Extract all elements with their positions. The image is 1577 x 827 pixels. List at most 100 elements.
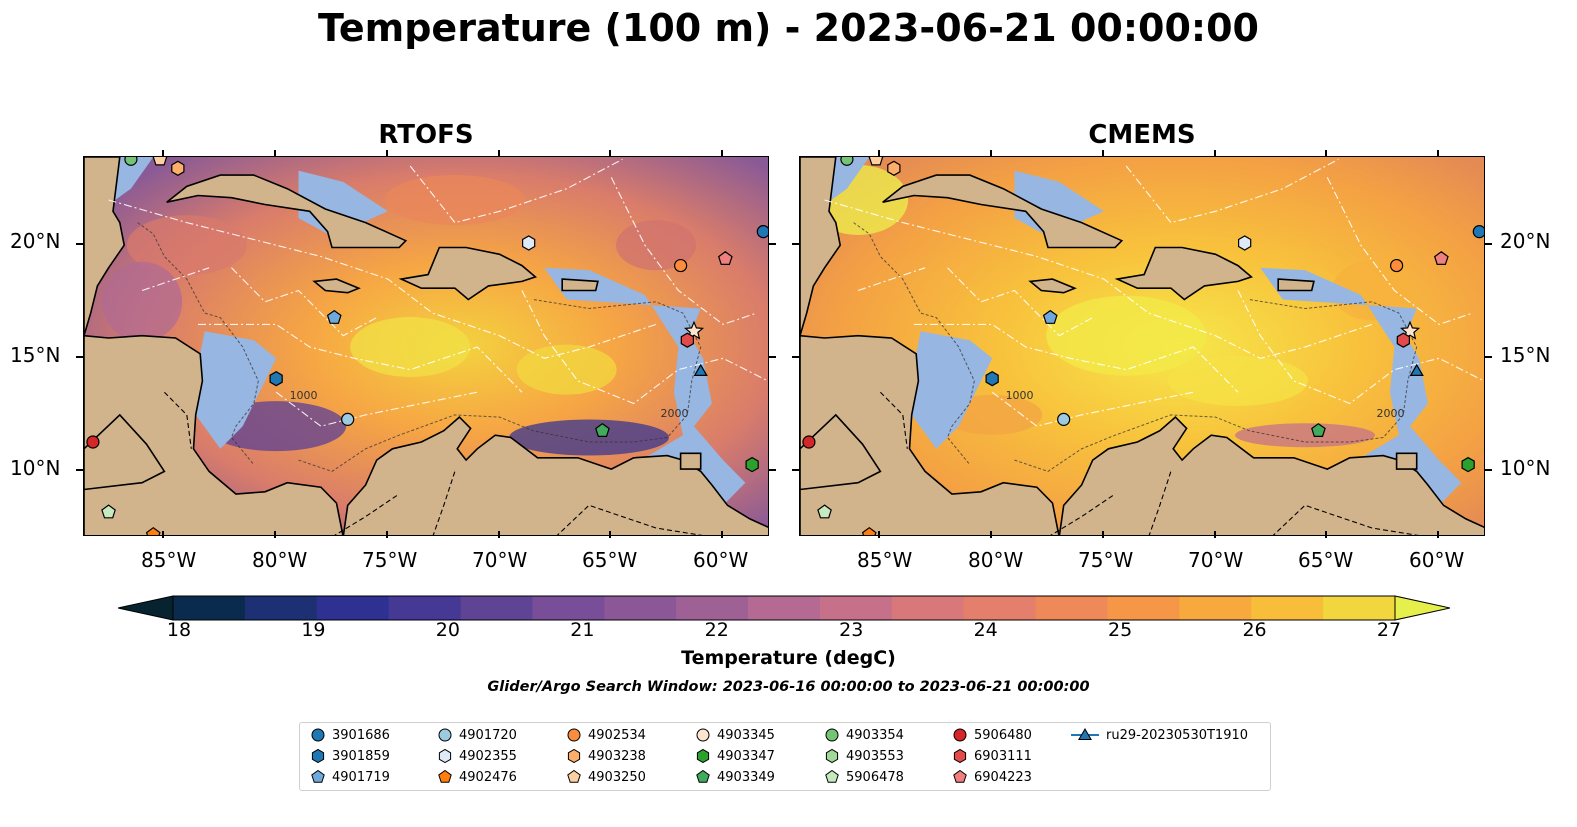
lon-label-80w-right: 80°W xyxy=(968,548,1024,572)
eez-boundary xyxy=(1326,177,1473,326)
colorbar-segment xyxy=(963,596,1037,620)
hexagon-marker-icon xyxy=(696,748,710,764)
circle-marker-icon xyxy=(953,728,967,742)
float-marker xyxy=(171,160,185,176)
contour-label: 2000 xyxy=(661,407,689,420)
legend-label: 4903553 xyxy=(846,748,904,764)
temperature-patch xyxy=(1235,423,1376,448)
circle-marker-icon xyxy=(567,728,581,742)
landmass xyxy=(1277,278,1315,292)
axis-tick xyxy=(769,469,776,472)
float-marker xyxy=(1057,412,1071,426)
hexagon-marker-icon xyxy=(438,748,452,764)
contour-label: 2000 xyxy=(1377,407,1405,420)
legend-item: 3901859 xyxy=(310,747,390,765)
lat-label-20n-right: 20°N xyxy=(1500,229,1551,253)
eez-boundary xyxy=(198,323,523,393)
landmass xyxy=(1395,452,1418,470)
landmass xyxy=(312,278,361,294)
float-marker xyxy=(595,422,610,437)
axis-tick xyxy=(721,531,724,538)
circle-marker-icon xyxy=(311,728,325,742)
legend-label: 4903354 xyxy=(846,727,904,743)
float-marker xyxy=(1472,225,1484,239)
axis-tick xyxy=(990,531,993,538)
legend-item: 4903345 xyxy=(695,726,775,744)
float-marker xyxy=(101,504,116,519)
legend-item: 4902355 xyxy=(437,747,517,765)
panel-title-rtofs: RTOFS xyxy=(378,120,474,150)
colorbar-segment xyxy=(1179,596,1252,620)
axis-tick xyxy=(878,531,881,538)
pentagon-marker-icon xyxy=(438,769,452,783)
temperature-patch xyxy=(509,419,670,456)
eez-boundary xyxy=(275,391,478,427)
shelf-area xyxy=(911,331,993,449)
float-marker xyxy=(341,412,355,426)
country-border xyxy=(880,391,908,449)
legend-item: 5906478 xyxy=(824,768,904,786)
colorbar-segment xyxy=(316,596,390,620)
legend-item: 4901719 xyxy=(310,768,390,786)
map-canvas: 1000 2000 xyxy=(800,157,1484,535)
legend-label: 4903349 xyxy=(717,769,775,785)
colorbar-segment xyxy=(1323,596,1396,620)
lon-label-80w-left: 80°W xyxy=(252,548,308,572)
colorbar-tick-label: 25 xyxy=(1108,619,1133,641)
colorbar-tick-label: 21 xyxy=(570,619,595,641)
legend-item: 6904223 xyxy=(952,768,1032,786)
float-marker xyxy=(745,456,759,473)
lat-label-10n-left: 10°N xyxy=(10,456,61,480)
axis-tick xyxy=(76,243,83,246)
axis-tick xyxy=(990,150,993,157)
eez-boundary xyxy=(857,267,926,292)
axis-tick xyxy=(721,150,724,157)
circle-marker-icon xyxy=(696,728,710,742)
lon-label-85w-left: 85°W xyxy=(141,548,197,572)
pentagon-marker-icon xyxy=(696,769,710,783)
legend-label: 3901859 xyxy=(332,748,390,764)
country-border xyxy=(1050,493,1116,535)
colorbar-tick-label: 26 xyxy=(1242,619,1267,641)
landmass xyxy=(1028,278,1077,294)
temperature-patch xyxy=(350,317,471,377)
float-marker xyxy=(269,371,283,387)
lon-label-65w-left: 65°W xyxy=(582,548,638,572)
colorbar-segment xyxy=(244,596,318,620)
legend-label: 6904223 xyxy=(974,769,1032,785)
figure-title: Temperature (100 m) - 2023-06-21 00:00:0… xyxy=(317,6,1259,50)
float-marker xyxy=(1390,258,1404,273)
legend-item: 4903347 xyxy=(695,747,775,765)
eez-boundary xyxy=(610,177,757,326)
temperature-patch xyxy=(616,220,697,271)
panel-title-cmems: CMEMS xyxy=(1088,120,1196,150)
legend-label: 5906478 xyxy=(846,769,904,785)
lon-label-75w-right: 75°W xyxy=(1078,548,1134,572)
hexagon-marker-icon xyxy=(953,748,967,764)
colorbar-segment xyxy=(388,596,462,620)
legend-label: 4901719 xyxy=(332,769,390,785)
float-marker xyxy=(152,157,168,166)
axis-tick xyxy=(162,531,165,538)
country-border xyxy=(334,493,400,535)
lon-label-60w-right: 60°W xyxy=(1409,548,1465,572)
float-marker xyxy=(817,504,832,519)
legend-label: 4903345 xyxy=(717,727,775,743)
axis-tick xyxy=(609,150,612,157)
legend: 3901686 3901859 4901719 4901720 4902355 49024… xyxy=(299,722,1271,791)
colorbar-segment xyxy=(819,596,893,620)
axis-tick xyxy=(1101,531,1104,538)
axis-tick xyxy=(1485,469,1492,472)
isobath-contour xyxy=(137,222,259,465)
lat-label-15n-right: 15°N xyxy=(1500,343,1551,367)
float-marker xyxy=(1238,235,1252,251)
axis-tick xyxy=(497,150,500,157)
shelf-area xyxy=(195,331,277,449)
axis-tick xyxy=(878,150,881,157)
colorbar-tick-label: 18 xyxy=(166,619,192,641)
colorbar-extend-min xyxy=(117,595,174,621)
legend-item: 3901686 xyxy=(310,726,390,744)
legend-item: 4903349 xyxy=(695,768,775,786)
map-cmems: 1000 2000 xyxy=(799,156,1485,536)
landmass xyxy=(800,334,1060,535)
